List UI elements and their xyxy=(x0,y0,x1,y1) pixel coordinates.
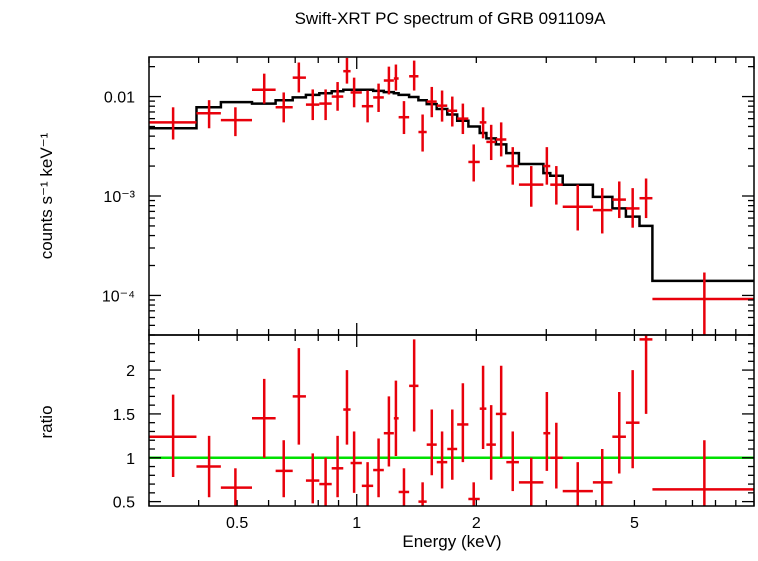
spectrum-data-point xyxy=(468,144,480,182)
ratio-data-point xyxy=(592,449,613,506)
ratio-data-point xyxy=(393,380,399,457)
spectrum-axis-ticks: 0.01 10⁻³ 10⁻⁴ xyxy=(102,57,755,336)
spectrum-data-point xyxy=(652,272,754,335)
spectrum-data-point xyxy=(196,100,221,129)
ratio-data-point xyxy=(373,438,384,498)
spectrum-data-point xyxy=(495,122,507,157)
spectrum-data-point xyxy=(343,57,351,84)
ratio-data-point xyxy=(436,431,448,489)
ratio-data-point xyxy=(506,431,519,492)
y-tick-label: 10⁻³ xyxy=(103,189,135,206)
spectrum-data-point xyxy=(149,107,197,140)
spectrum-data-point xyxy=(220,107,253,137)
spectrum-data-point xyxy=(436,90,448,122)
ratio-data-point xyxy=(343,370,351,445)
ratio-data-point xyxy=(252,378,276,458)
x-tick-label: 0.5 xyxy=(226,515,248,532)
ratio-y-axis-label: ratio xyxy=(37,405,56,438)
ratio-panel-frame xyxy=(148,334,755,507)
spectrum-data-point xyxy=(292,62,306,93)
ratio-data-point xyxy=(639,335,653,414)
spectrum-data-point xyxy=(361,90,374,123)
spectrum-data-point xyxy=(409,60,419,91)
ratio-data-point xyxy=(543,392,551,471)
ratio-data-point xyxy=(550,422,563,489)
spectrum-data-point xyxy=(350,77,362,108)
spectrum-data-point xyxy=(398,101,410,135)
spectrum-data-point xyxy=(543,147,551,185)
ratio-data-point xyxy=(275,440,293,498)
x-tick-label: 5 xyxy=(630,515,639,532)
spectrum-data-point xyxy=(331,82,344,111)
spectrum-data-point xyxy=(479,107,487,139)
ratio-data-point xyxy=(305,453,320,504)
ratio-data-point xyxy=(518,457,544,506)
spectrum-data-point xyxy=(612,181,626,219)
spectrum-data-point xyxy=(457,103,469,135)
ratio-data-point xyxy=(468,482,480,506)
spectrum-data-point xyxy=(506,147,519,185)
y-tick-label: 1 xyxy=(126,451,135,468)
chart-title: Swift-XRT PC spectrum of GRB 091109A xyxy=(295,9,607,28)
model-step-line xyxy=(149,88,754,283)
spectrum-data-point xyxy=(486,124,496,161)
spectrum-data-point xyxy=(418,114,427,152)
ratio-data-point xyxy=(383,396,394,467)
spectrum-data-point xyxy=(447,96,458,127)
ratio-data-point xyxy=(652,440,754,506)
x-tick-label: 1 xyxy=(352,515,361,532)
x-axis-label: Energy (keV) xyxy=(402,532,501,551)
ratio-data-point xyxy=(319,457,332,506)
ratio-data-point xyxy=(361,462,374,506)
ratio-panel: 0.5 1 1.5 2 0.5 1 2 5 ratio Energy (keV) xyxy=(37,334,755,551)
ratio-data-point xyxy=(426,409,437,476)
ratio-data-point xyxy=(447,409,458,480)
spectrum-data-point xyxy=(275,92,293,123)
ratio-data-point xyxy=(196,435,221,498)
spectrum-data-point xyxy=(252,73,276,104)
spectrum-data-point xyxy=(518,166,544,207)
ratio-data-point xyxy=(409,339,419,432)
model-curve-group xyxy=(149,88,754,283)
y-tick-label: 2 xyxy=(126,363,135,380)
ratio-data-point xyxy=(149,394,197,478)
spectrum-panel: 0.01 10⁻³ 10⁻⁴ counts s⁻¹ keV⁻¹ xyxy=(37,56,755,336)
spectrum-data-point xyxy=(592,188,613,234)
ratio-data-point xyxy=(350,431,362,493)
spectrum-data-points xyxy=(149,57,754,335)
x-tick-label: 2 xyxy=(472,515,481,532)
ratio-data-point xyxy=(486,405,496,480)
ratio-data-point xyxy=(495,365,507,458)
spectrum-data-point xyxy=(562,184,593,231)
spectrum-data-point xyxy=(305,89,320,121)
spectrum-data-point xyxy=(383,66,394,95)
y-tick-label: 0.01 xyxy=(104,90,135,107)
y-tick-label: 10⁻⁴ xyxy=(102,288,135,305)
ratio-data-point xyxy=(331,435,344,498)
spectrum-data-point xyxy=(625,188,640,228)
y-tick-label: 1.5 xyxy=(113,407,135,424)
spectrum-data-point xyxy=(426,86,437,118)
spectrum-data-point xyxy=(373,83,384,112)
ratio-axis-ticks: 0.5 1 1.5 2 0.5 1 2 5 xyxy=(113,335,755,532)
spectrum-data-point xyxy=(319,89,332,121)
ratio-data-point xyxy=(457,383,469,463)
ratio-data-point xyxy=(562,462,593,506)
spectrum-data-point xyxy=(639,178,653,219)
ratio-data-point xyxy=(398,468,410,506)
ratio-data-point xyxy=(220,468,253,506)
spectrum-data-point xyxy=(393,64,399,91)
ratio-data-point xyxy=(292,348,306,445)
spectrum-y-axis-label: counts s⁻¹ keV⁻¹ xyxy=(37,132,56,259)
ratio-data-point xyxy=(625,370,640,469)
ratio-data-point xyxy=(479,365,487,449)
spectrum-data-point xyxy=(550,166,563,205)
ratio-data-point xyxy=(612,392,626,474)
ratio-data-points xyxy=(149,335,754,506)
ratio-data-point xyxy=(418,482,427,506)
y-tick-label: 0.5 xyxy=(113,495,135,512)
